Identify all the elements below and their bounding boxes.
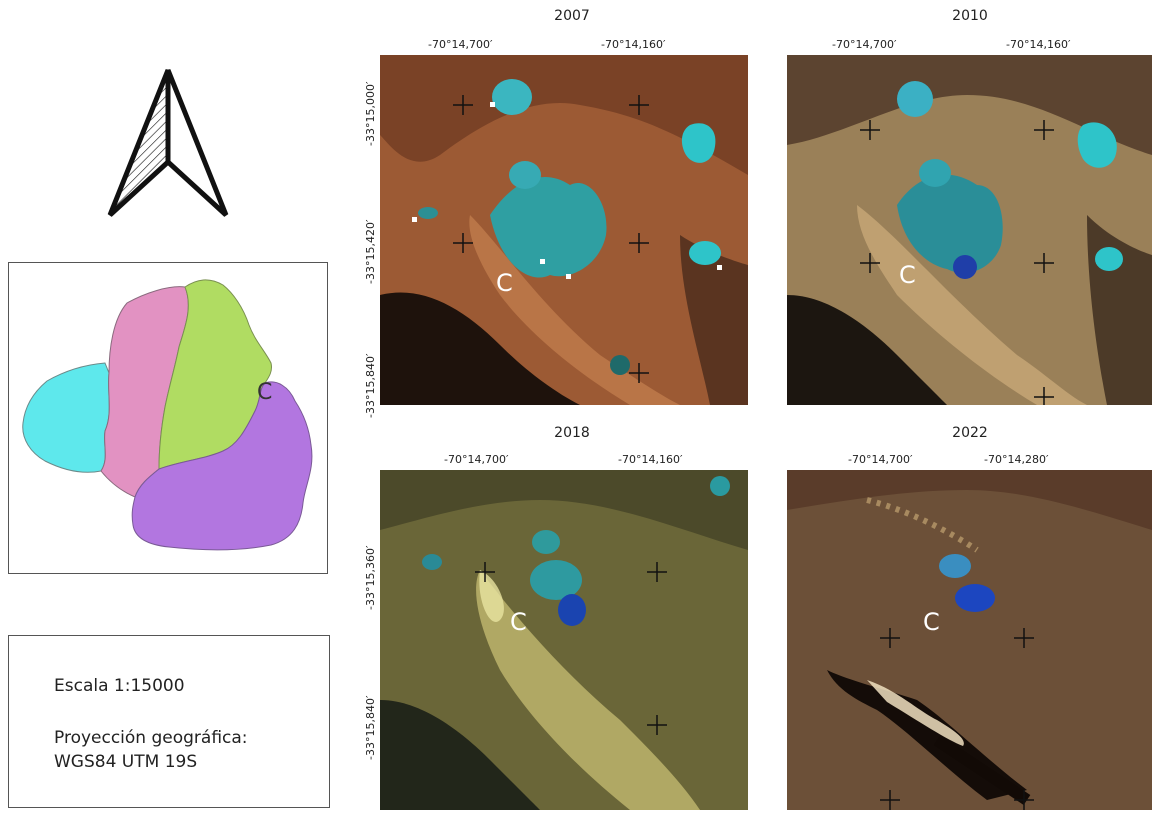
panel-2007-lon-1: -70°14,700′ xyxy=(428,38,493,51)
panel-2007-lon-2: -70°14,160′ xyxy=(601,38,666,51)
panel-2018-lat-1: -33°15,360′ xyxy=(364,545,377,610)
panel-2010-lon-2: -70°14,160′ xyxy=(1006,38,1071,51)
panel-2007-lat-3: -33°15,840′ xyxy=(364,353,377,418)
panel-2018-lon-2: -70°14,160′ xyxy=(618,453,683,466)
inset-basin-map: C xyxy=(8,262,328,574)
graticule-crosses xyxy=(475,562,667,735)
inset-point-label: C xyxy=(257,380,272,405)
panel-2010-point-label: C xyxy=(899,261,916,289)
panel-2007-lat-1: -33°15,000′ xyxy=(364,81,377,146)
subbasin-purple xyxy=(131,381,313,551)
panel-2010-lon-1: -70°14,700′ xyxy=(832,38,897,51)
panel-2022-year: 2022 xyxy=(952,425,988,441)
north-arrow xyxy=(100,60,240,225)
graticule-crosses xyxy=(880,628,1034,810)
panel-2007-lat-2: -33°15,420′ xyxy=(364,219,377,284)
panel-2018-lat-2: -33°15,840′ xyxy=(364,695,377,760)
panel-2022-lon-1: -70°14,700′ xyxy=(848,453,913,466)
panel-2018-image: C xyxy=(380,470,748,810)
panel-2018-point-label: C xyxy=(510,608,527,636)
projection-line1: Proyección geográfica: xyxy=(54,728,248,748)
panel-2018-lon-1: -70°14,700′ xyxy=(444,453,509,466)
panel-2022-image: C xyxy=(787,470,1152,810)
panel-2010-image: C xyxy=(787,55,1152,405)
panel-2007-point-label: C xyxy=(496,269,513,297)
scale-text: Escala 1:15000 xyxy=(54,676,185,696)
north-arrow-icon xyxy=(107,69,229,217)
map-info-box: Escala 1:15000 Proyección geográfica: WG… xyxy=(8,635,330,808)
panel-2007-image: C xyxy=(380,55,748,405)
panel-2010-year: 2010 xyxy=(952,8,988,24)
panel-2022-point-label: C xyxy=(923,608,940,636)
subbasin-cyan xyxy=(22,362,110,473)
panel-2022-lon-2: -70°14,280′ xyxy=(984,453,1049,466)
panel-2007-year: 2007 xyxy=(554,8,590,24)
graticule-crosses xyxy=(860,120,1054,405)
panel-2018-year: 2018 xyxy=(554,425,590,441)
graticule-crosses xyxy=(453,95,649,383)
projection-line2: WGS84 UTM 19S xyxy=(54,752,198,772)
